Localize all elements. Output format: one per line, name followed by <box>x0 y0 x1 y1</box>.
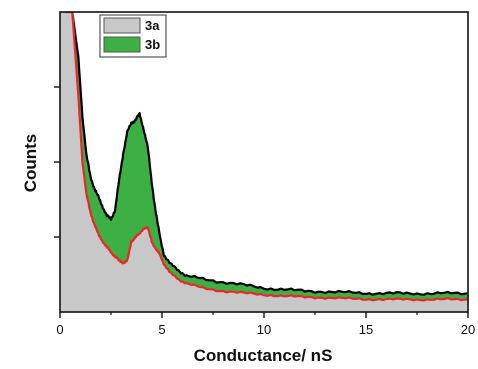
plot-area <box>60 12 468 312</box>
y-axis-title: Counts <box>21 134 40 193</box>
x-tick-label: 20 <box>461 322 475 337</box>
x-tick-label: 0 <box>56 322 63 337</box>
legend-label-3b: 3b <box>145 37 160 52</box>
series-3a-area <box>60 12 468 312</box>
x-tick-label: 10 <box>257 322 271 337</box>
legend-label-3a: 3a <box>145 18 160 33</box>
legend-swatch-3b <box>103 36 141 53</box>
x-axis-title: Conductance/ nS <box>194 346 333 365</box>
axes: 0 5 10 15 20 <box>54 11 475 337</box>
series-3a-outline <box>65 12 468 302</box>
series-3b-outline <box>65 12 468 296</box>
x-tick-label: 15 <box>359 322 373 337</box>
x-tick-label: 5 <box>158 322 165 337</box>
legend-swatch-3a <box>103 17 141 34</box>
